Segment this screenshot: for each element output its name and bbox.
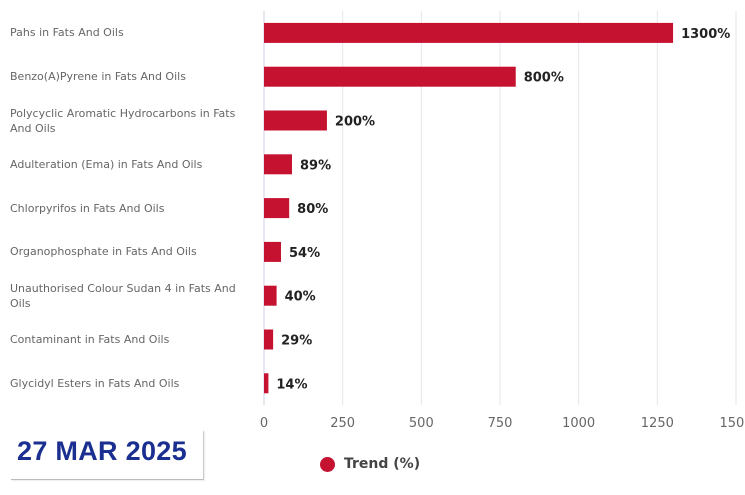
data-label: 40% <box>285 290 316 305</box>
bar[interactable] <box>264 285 277 306</box>
x-tick-label: 1000 <box>562 416 595 431</box>
data-label: 54% <box>289 246 320 261</box>
category-label: Adulteration (Ema) in Fats And Oils <box>10 157 203 171</box>
bar[interactable] <box>264 373 269 394</box>
date-box: 27 MAR 2025 <box>11 431 204 480</box>
bar[interactable] <box>264 154 293 175</box>
category-label: Benzo(A)Pyrene in Fats And Oils <box>10 70 186 84</box>
bar[interactable] <box>264 198 290 219</box>
date-label: 27 MAR 2025 <box>17 436 187 466</box>
category-label: Contaminant in Fats And Oils <box>10 333 170 346</box>
x-tick-label: 750 <box>488 416 513 431</box>
data-label: 200% <box>335 115 375 130</box>
category-label: Polycyclic Aromatic Hydrocarbons in Fats… <box>10 106 236 135</box>
category-label: Glycidyl Esters in Fats And Oils <box>10 376 180 390</box>
category-label: Chlorpyrifos in Fats And Oils <box>10 201 165 215</box>
bar[interactable] <box>264 110 327 131</box>
data-label: 14% <box>276 377 307 392</box>
x-axis-ticks: 0 250 500 750 1000 1250 1500 <box>260 416 745 431</box>
bar[interactable] <box>264 66 516 87</box>
legend[interactable]: Trend (%) <box>320 454 420 474</box>
x-tick-label: 1250 <box>641 416 674 431</box>
legend-marker-icon <box>320 456 335 472</box>
x-tick-label: 0 <box>260 416 268 431</box>
data-label: 29% <box>281 334 312 349</box>
value-labels: 1300% 800% 200% 89% 80% 54% 40% 29% 14% <box>276 27 730 392</box>
data-label: 80% <box>297 202 328 217</box>
category-label: Organophosphate in Fats And Oils <box>10 245 197 259</box>
x-tick-label: 250 <box>330 416 355 431</box>
bars <box>264 22 674 394</box>
category-label: Pahs in Fats And Oils <box>10 26 124 40</box>
data-label: 1300% <box>681 27 730 42</box>
bar[interactable] <box>264 329 274 350</box>
x-tick-label: 1500 <box>719 416 745 431</box>
category-label: Unauthorised Colour Sudan 4 in Fats And … <box>10 281 236 310</box>
data-label: 800% <box>524 71 564 86</box>
legend-label: Trend (%) <box>344 456 421 472</box>
bar[interactable] <box>264 22 674 43</box>
x-tick-label: 500 <box>409 416 434 431</box>
data-label: 89% <box>300 158 331 173</box>
bar[interactable] <box>264 241 281 262</box>
